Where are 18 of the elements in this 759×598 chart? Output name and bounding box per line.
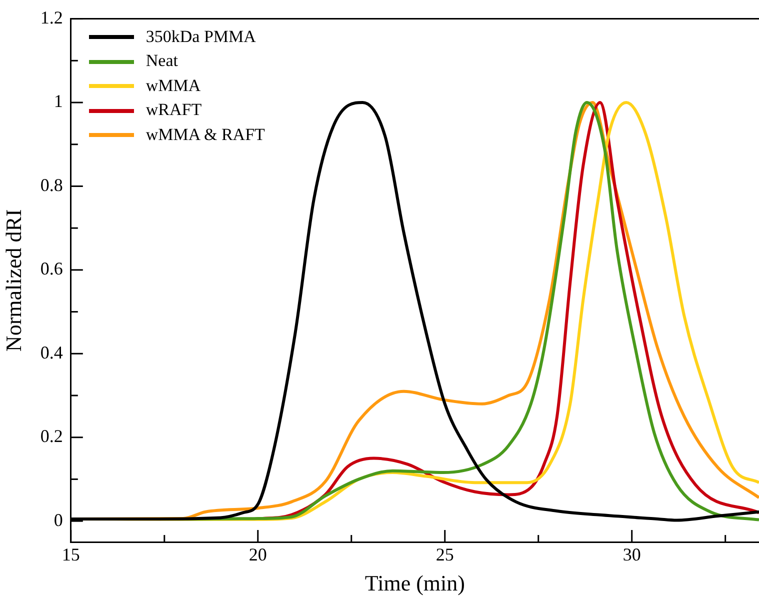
x-axis-title: Time (min)	[364, 570, 465, 596]
y-tick-label: 0.6	[40, 258, 63, 279]
legend-label: Neat	[146, 50, 178, 72]
x-tick-label: 15	[62, 544, 80, 565]
x-tick-label: 30	[622, 544, 641, 565]
y-tick-label: 0.2	[40, 426, 63, 446]
legend-label: wMMA & RAFT	[146, 124, 265, 146]
x-tick-label: 20	[248, 544, 267, 565]
y-axis-title: Normalized dRI	[0, 209, 26, 352]
y-tick-label: 1	[54, 91, 63, 112]
y-tick-label: 0.4	[40, 342, 63, 362]
legend-label: 350kDa PMMA	[146, 26, 256, 48]
y-tick-label: 0	[54, 510, 63, 530]
y-tick-label: 1.2	[40, 8, 63, 28]
legend-label: wMMA	[146, 74, 201, 97]
legend-label: wRAFT	[146, 99, 202, 122]
y-tick-label: 0.8	[40, 174, 63, 195]
x-tick-label: 25	[436, 544, 454, 565]
